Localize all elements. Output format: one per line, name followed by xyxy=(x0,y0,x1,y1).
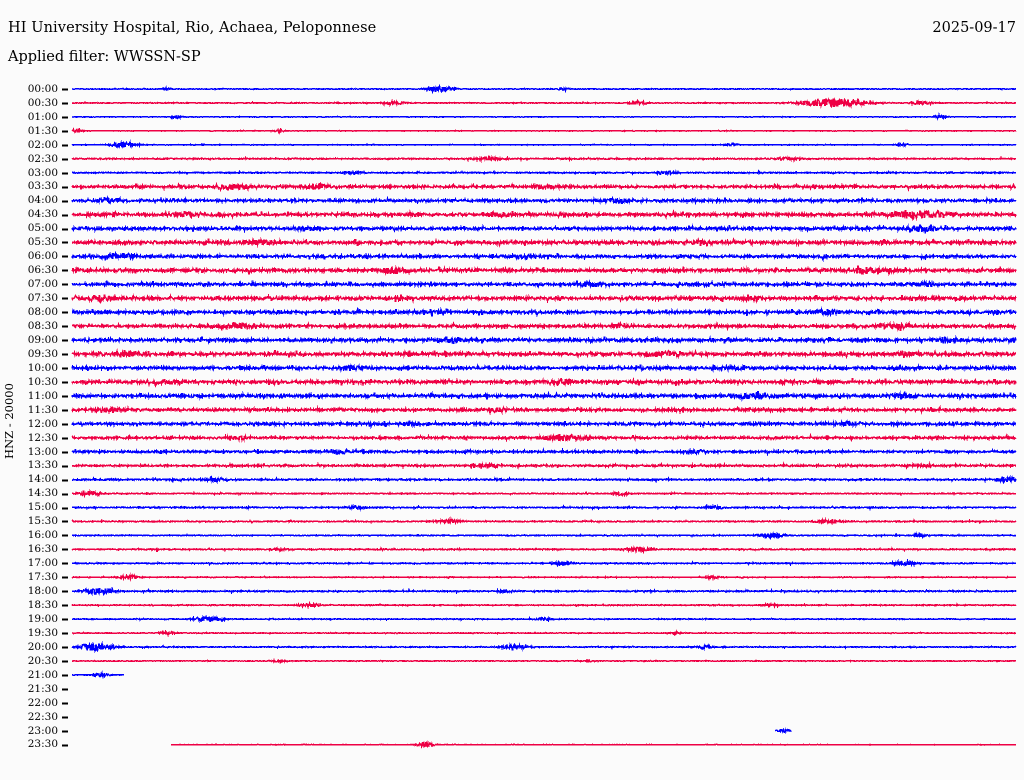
time-label: 05:30 xyxy=(27,236,58,249)
seismic-trace xyxy=(71,657,1017,665)
time-label: 07:00 xyxy=(27,278,58,291)
seismic-trace xyxy=(71,306,1017,318)
time-label: 07:30 xyxy=(27,292,58,305)
seismic-trace xyxy=(71,447,1017,457)
record-date: 2025-09-17 xyxy=(932,20,1016,36)
time-label: 09:00 xyxy=(27,333,58,346)
seismic-trace xyxy=(71,419,1017,430)
time-label: 11:30 xyxy=(27,403,58,416)
time-label: 18:30 xyxy=(27,598,58,611)
seismic-trace xyxy=(71,320,1017,332)
time-label: 06:00 xyxy=(27,250,58,263)
seismic-trace xyxy=(71,139,1017,149)
seismic-trace xyxy=(71,264,1017,277)
seismic-trace xyxy=(71,111,1017,121)
time-label: 01:30 xyxy=(27,124,58,137)
seismic-trace xyxy=(71,404,1017,416)
time-label: 16:00 xyxy=(27,529,58,542)
seismic-trace xyxy=(71,545,1017,555)
seismic-trace xyxy=(170,740,1016,749)
seismic-trace xyxy=(71,474,1017,485)
seismic-trace xyxy=(774,727,792,735)
time-label: 13:00 xyxy=(27,445,58,458)
seismic-trace xyxy=(71,558,1017,568)
seismic-trace xyxy=(71,600,1017,610)
time-label: 04:00 xyxy=(27,194,58,207)
time-label: 22:00 xyxy=(27,696,58,709)
seismic-trace xyxy=(71,488,1017,499)
time-label: 12:00 xyxy=(27,417,58,430)
seismic-trace xyxy=(71,195,1017,206)
time-label: 10:00 xyxy=(27,361,58,374)
seismic-trace xyxy=(71,335,1017,345)
seismic-trace xyxy=(71,586,1017,597)
seismic-trace xyxy=(71,572,1017,582)
time-label: 14:00 xyxy=(27,473,58,486)
time-label: 03:00 xyxy=(27,166,58,179)
time-label: 21:00 xyxy=(27,668,58,681)
time-label: 02:30 xyxy=(27,152,58,165)
time-label: 08:30 xyxy=(27,319,58,332)
applied-filter-label: Applied filter: WWSSN-SP xyxy=(8,49,201,65)
seismic-trace xyxy=(72,531,1017,541)
time-label: 17:30 xyxy=(27,571,58,584)
time-tick-marks xyxy=(62,88,68,747)
seismic-trace xyxy=(71,208,1017,222)
time-label: 18:00 xyxy=(27,585,58,597)
seismic-trace xyxy=(72,670,124,680)
seismic-trace xyxy=(71,460,1017,471)
time-label: 03:30 xyxy=(27,180,58,193)
seismic-trace xyxy=(71,279,1017,289)
seismic-trace xyxy=(71,629,1017,638)
seismic-trace xyxy=(71,516,1017,526)
seismic-trace xyxy=(71,181,1017,193)
time-label: 19:00 xyxy=(27,612,58,625)
time-label: 17:00 xyxy=(27,557,58,570)
seismic-trace xyxy=(71,390,1017,402)
time-label: 20:00 xyxy=(27,640,58,653)
seismic-trace xyxy=(71,169,1017,177)
trace-group xyxy=(71,83,1017,749)
time-label: 22:30 xyxy=(27,710,58,723)
seismic-trace xyxy=(71,293,1017,304)
seismic-trace xyxy=(71,154,1017,164)
seismic-trace xyxy=(71,250,1017,263)
time-label: 06:30 xyxy=(27,264,58,277)
time-label: 20:30 xyxy=(27,654,58,667)
seismic-trace xyxy=(71,377,1017,388)
time-label: 12:30 xyxy=(27,431,58,444)
time-label: 19:30 xyxy=(27,626,58,639)
seismic-trace xyxy=(71,223,1017,235)
seismic-trace xyxy=(71,83,1017,95)
time-label: 01:00 xyxy=(27,110,58,123)
time-label: 23:30 xyxy=(27,738,58,751)
page-title: HI University Hospital, Rio, Achaea, Pel… xyxy=(8,20,377,36)
time-label: 15:00 xyxy=(27,501,58,514)
seismic-trace xyxy=(71,96,1017,109)
time-label: 00:00 xyxy=(27,82,58,95)
seismic-trace xyxy=(71,432,1017,443)
seismic-trace xyxy=(71,236,1017,248)
time-label: 00:30 xyxy=(27,96,58,109)
time-label: 14:30 xyxy=(27,487,58,500)
time-label: 13:30 xyxy=(27,459,58,472)
time-label: 21:30 xyxy=(27,682,58,695)
seismic-trace xyxy=(71,348,1017,360)
time-label: 04:30 xyxy=(27,208,58,221)
time-label: 05:00 xyxy=(27,222,58,235)
time-label: 11:00 xyxy=(27,389,58,402)
seismic-trace xyxy=(71,503,1017,512)
time-label: 09:30 xyxy=(27,347,58,360)
time-label: 15:30 xyxy=(27,515,58,528)
time-label: 10:30 xyxy=(27,375,58,388)
seismic-trace xyxy=(71,127,1017,135)
seismic-trace xyxy=(71,640,1017,653)
seismic-trace xyxy=(71,614,1016,624)
seismic-trace xyxy=(71,363,1017,373)
time-label: 02:00 xyxy=(27,138,58,151)
time-label: 16:30 xyxy=(27,543,58,556)
time-label: 23:00 xyxy=(27,724,58,737)
time-label: 08:00 xyxy=(27,306,58,318)
